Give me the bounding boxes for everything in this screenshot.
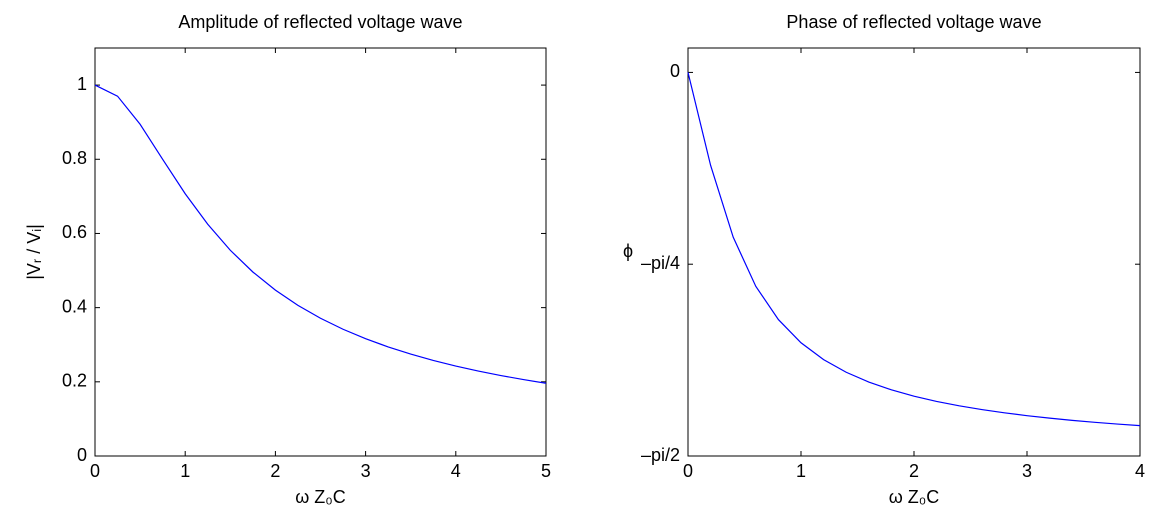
y-tick-label: 0 xyxy=(670,61,680,81)
line-series xyxy=(94,84,547,384)
chart-title: Amplitude of reflected voltage wave xyxy=(178,12,462,32)
x-axis-label: ω Z₀C xyxy=(295,487,346,507)
axes-box xyxy=(94,47,547,457)
axes-box xyxy=(687,47,1141,457)
x-tick-label: 0 xyxy=(90,461,100,481)
x-tick-label: 5 xyxy=(541,461,551,481)
y-tick-label: 0.2 xyxy=(62,371,87,391)
x-tick-label: 2 xyxy=(909,461,919,481)
x-tick-label: 1 xyxy=(796,461,806,481)
y-tick-label: 0.4 xyxy=(62,296,87,316)
y-tick-label: 0.8 xyxy=(62,148,87,168)
x-tick-label: 2 xyxy=(270,461,280,481)
y-tick-label: 1 xyxy=(77,74,87,94)
x-tick-label: 4 xyxy=(451,461,461,481)
x-axis-label: ω Z₀C xyxy=(889,487,940,507)
x-tick-label: 0 xyxy=(683,461,693,481)
chart-title: Phase of reflected voltage wave xyxy=(786,12,1041,32)
y-tick-label: 0 xyxy=(77,445,87,465)
y-tick-label: –pi/4 xyxy=(641,253,680,273)
y-axis-label: |Vᵣ / Vᵢ| xyxy=(24,224,44,280)
y-tick-label: –pi/2 xyxy=(641,445,680,465)
x-tick-label: 3 xyxy=(361,461,371,481)
y-tick-label: 0.6 xyxy=(62,222,87,242)
y-axis-label: ϕ xyxy=(623,241,633,261)
line-series xyxy=(687,72,1141,427)
x-tick-label: 1 xyxy=(180,461,190,481)
x-tick-label: 3 xyxy=(1022,461,1032,481)
x-tick-label: 4 xyxy=(1135,461,1145,481)
